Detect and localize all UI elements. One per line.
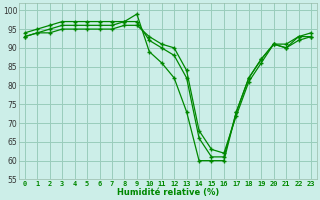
X-axis label: Humidité relative (%): Humidité relative (%) bbox=[117, 188, 219, 197]
